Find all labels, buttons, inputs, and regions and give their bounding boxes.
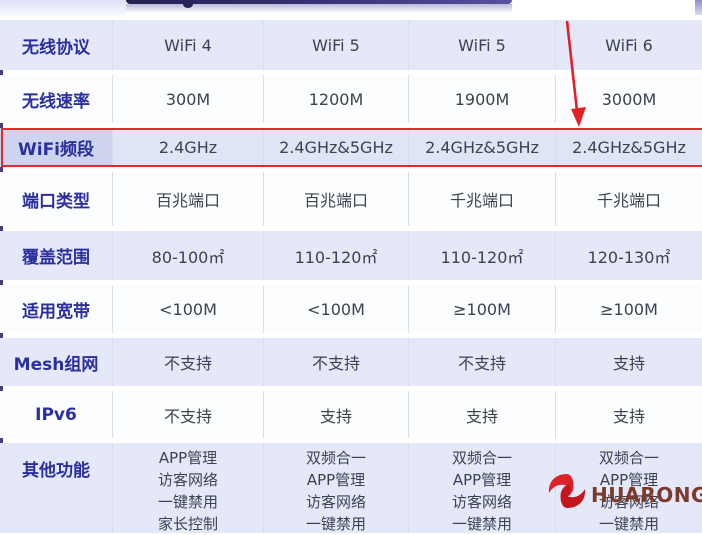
table-cell: WiFi 4 <box>112 20 263 70</box>
row-label: 适用宽带 <box>0 285 112 333</box>
row-label: 端口类型 <box>0 172 112 226</box>
top-left-background <box>0 0 126 20</box>
top-right-edge-fragment <box>695 0 702 15</box>
table-cell-highlighted: 2.4GHz&5GHz <box>555 128 702 167</box>
table-cell: ≥100M <box>555 285 702 333</box>
row-label: 无线速率 <box>0 75 112 123</box>
table-cell: ≥100M <box>408 285 555 333</box>
table-cell: 支持 <box>408 391 555 438</box>
banner-glow <box>126 4 512 13</box>
table-cell: 支持 <box>263 391 408 438</box>
table-cell: 80-100㎡ <box>112 231 263 280</box>
table-cell: <100M <box>263 285 408 333</box>
logo-text: HUARONG <box>591 483 702 507</box>
table-cell: 3000M <box>555 75 702 123</box>
table-cell: 双频合一 APP管理 访客网络 一键禁用 <box>263 443 408 533</box>
table-cell: 支持 <box>555 338 702 386</box>
cropped-banner-edge <box>126 0 512 4</box>
row-label: 覆盖范围 <box>0 231 112 280</box>
logo-swoosh-icon <box>548 474 586 508</box>
table-cell: 1200M <box>263 75 408 123</box>
table-cell: 110-120㎡ <box>263 231 408 280</box>
table-cell: 不支持 <box>112 391 263 438</box>
table-cell: 不支持 <box>408 338 555 386</box>
row-label: 其他功能 <box>0 443 112 533</box>
table-cell: 1900M <box>408 75 555 123</box>
table-cell-highlighted: 2.4GHz&5GHz <box>408 128 555 167</box>
table-cell: 不支持 <box>112 338 263 386</box>
table-cell: 千兆端口 <box>555 172 702 226</box>
table-cell: 支持 <box>555 391 702 438</box>
table-cell: 不支持 <box>263 338 408 386</box>
table-cell: 110-120㎡ <box>408 231 555 280</box>
table-cell: 百兆端口 <box>263 172 408 226</box>
row-label: 无线协议 <box>0 20 112 70</box>
table-cell: 百兆端口 <box>112 172 263 226</box>
table-cell: 120-130㎡ <box>555 231 702 280</box>
table-cell: 千兆端口 <box>408 172 555 226</box>
table-cell: APP管理 访客网络 一键禁用 家长控制 <box>112 443 263 533</box>
table-cell: WiFi 6 <box>555 20 702 70</box>
banner-dot <box>183 0 193 8</box>
table-cell: WiFi 5 <box>408 20 555 70</box>
table-cell: 双频合一 APP管理 访客网络 一键禁用 <box>408 443 555 533</box>
table-cell-highlighted: 2.4GHz&5GHz <box>263 128 408 167</box>
row-label: Mesh组网 <box>0 338 112 386</box>
table-cell: WiFi 5 <box>263 20 408 70</box>
table-cell-highlighted: 2.4GHz <box>112 128 263 167</box>
brand-logo: HUARONG <box>545 472 702 512</box>
table-cell: <100M <box>112 285 263 333</box>
spec-comparison-table: 无线协议 WiFi 4 WiFi 5 WiFi 5 WiFi 6 无线速率 30… <box>0 20 702 533</box>
row-label: IPv6 <box>0 391 112 438</box>
table-cell: 300M <box>112 75 263 123</box>
row-label-highlighted: WiFi频段 <box>0 128 112 167</box>
